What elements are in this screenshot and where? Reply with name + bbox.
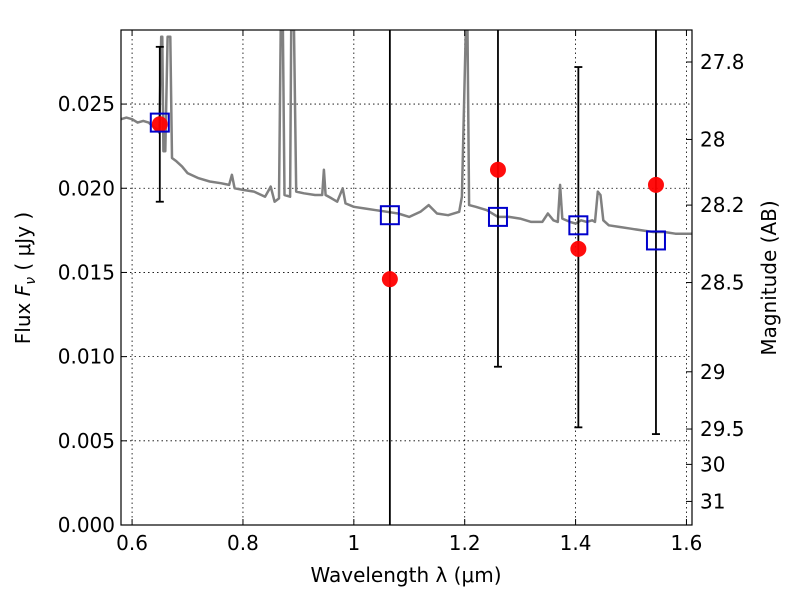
y2-axis-label: Magnitude (AB) bbox=[757, 200, 781, 355]
x-tick-label: 1.2 bbox=[449, 531, 481, 555]
y-tick-label: 0.010 bbox=[58, 345, 115, 369]
y-tick-label: 0.005 bbox=[58, 429, 115, 453]
x-tick-label: 0.8 bbox=[227, 531, 259, 555]
model-photometry-point bbox=[149, 112, 170, 133]
x-tick-label: 1 bbox=[347, 531, 360, 555]
plot-area bbox=[121, 30, 692, 525]
y-tick-label: 0.020 bbox=[58, 176, 115, 200]
axis-ticks: 0.6 0.8 1 1.2 1.4 1.6 0.000 0.005 0.010 0.015 0.02… bbox=[58, 30, 745, 555]
model-photometry-point bbox=[645, 230, 666, 251]
x-tick-label: 1.6 bbox=[671, 531, 703, 555]
y-axis-label: Flux Fν ( μJy ) bbox=[11, 212, 39, 344]
y2-tick-label: 28 bbox=[700, 127, 725, 151]
observed-point bbox=[151, 116, 168, 133]
y2-tick-label: 27.8 bbox=[700, 50, 745, 74]
y-tick-label: 0.000 bbox=[58, 513, 115, 537]
model-photometry-point bbox=[379, 205, 400, 226]
model-photometry-point bbox=[487, 206, 508, 227]
model-spectrum-line bbox=[121, 30, 692, 235]
observed-point bbox=[570, 240, 587, 257]
grid bbox=[121, 30, 692, 525]
y-axis-label-f: F bbox=[11, 284, 35, 296]
y-tick-label: 0.015 bbox=[58, 260, 115, 284]
model-photometry-point bbox=[568, 215, 589, 236]
y2-tick-label: 29 bbox=[700, 360, 725, 384]
y2-tick-label: 29.5 bbox=[700, 417, 745, 441]
y-axis-label-nu: ν bbox=[23, 277, 39, 285]
y-axis-label-unit: ( μJy ) bbox=[11, 212, 35, 277]
observed-point bbox=[489, 161, 506, 178]
observed-point bbox=[647, 176, 664, 193]
x-tick-label: 0.6 bbox=[116, 531, 148, 555]
plot-frame bbox=[120, 29, 693, 526]
y2-tick-label: 30 bbox=[700, 452, 725, 476]
x-axis-label: Wavelength λ (μm) bbox=[310, 563, 501, 587]
y2-tick-label: 28.5 bbox=[700, 271, 745, 295]
y2-tick-label: 28.2 bbox=[700, 193, 745, 217]
y2-tick-label: 31 bbox=[700, 489, 725, 513]
y-axis-label-flux: Flux bbox=[11, 296, 35, 344]
y-tick-label: 0.025 bbox=[58, 92, 115, 116]
x-tick-label: 1.4 bbox=[560, 531, 592, 555]
observed-point bbox=[381, 271, 398, 288]
